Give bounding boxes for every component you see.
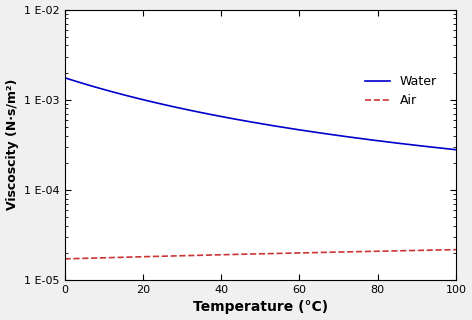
- Air: [416, 248, 422, 252]
- Water: [62, 76, 67, 80]
- Line: Air: Air: [65, 250, 456, 259]
- Air: [295, 251, 300, 255]
- X-axis label: Temperature (°C): Temperature (°C): [193, 300, 328, 315]
- Water: [453, 148, 459, 152]
- Water: [392, 141, 397, 145]
- Air: [453, 248, 459, 252]
- Water: [295, 128, 300, 132]
- Air: [62, 257, 67, 261]
- Water: [416, 144, 422, 148]
- Air: [63, 257, 69, 261]
- Water: [63, 76, 69, 80]
- Y-axis label: Viscoscity (N·s/m²): Viscoscity (N·s/m²): [6, 79, 18, 211]
- Legend: Water, Air: Water, Air: [360, 70, 442, 112]
- Water: [301, 129, 307, 132]
- Air: [301, 251, 307, 255]
- Water: [294, 127, 299, 131]
- Line: Water: Water: [65, 78, 456, 150]
- Air: [294, 251, 299, 255]
- Air: [392, 249, 397, 253]
